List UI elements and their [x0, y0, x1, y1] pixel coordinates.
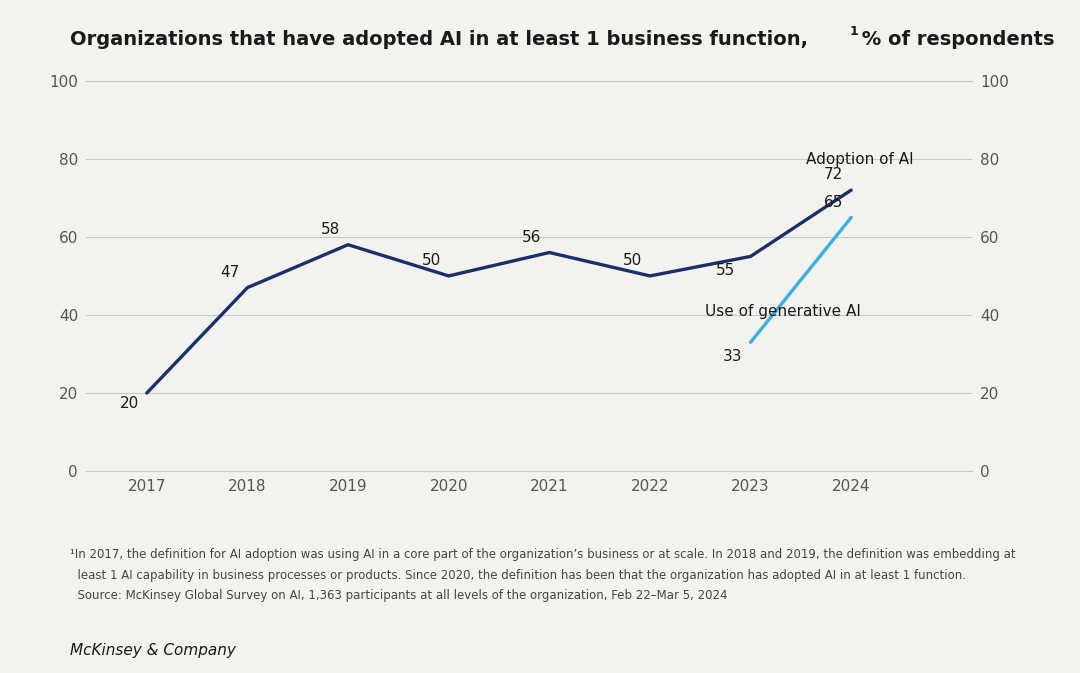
Text: 58: 58 [321, 222, 340, 237]
Text: ¹In 2017, the definition for AI adoption was using AI in a core part of the orga: ¹In 2017, the definition for AI adoption… [70, 548, 1016, 561]
Text: 47: 47 [220, 265, 240, 280]
Text: Organizations that have adopted AI in at least 1 business function,: Organizations that have adopted AI in at… [70, 30, 808, 49]
Text: % of respondents: % of respondents [855, 30, 1055, 49]
Text: 50: 50 [421, 253, 441, 268]
Text: 33: 33 [723, 349, 743, 364]
Text: McKinsey & Company: McKinsey & Company [70, 643, 237, 658]
Text: 20: 20 [120, 396, 138, 411]
Text: 55: 55 [716, 263, 735, 278]
Text: 50: 50 [623, 253, 642, 268]
Text: 1: 1 [850, 25, 859, 38]
Text: least 1 AI capability in business processes or products. Since 2020, the definit: least 1 AI capability in business proces… [70, 569, 967, 581]
Text: 65: 65 [824, 194, 843, 209]
Text: 72: 72 [824, 168, 843, 182]
Text: 56: 56 [522, 229, 541, 245]
Text: Use of generative AI: Use of generative AI [705, 304, 861, 319]
Text: Adoption of AI: Adoption of AI [806, 151, 914, 167]
Text: Source: McKinsey Global Survey on AI, 1,363 participants at all levels of the or: Source: McKinsey Global Survey on AI, 1,… [70, 589, 728, 602]
